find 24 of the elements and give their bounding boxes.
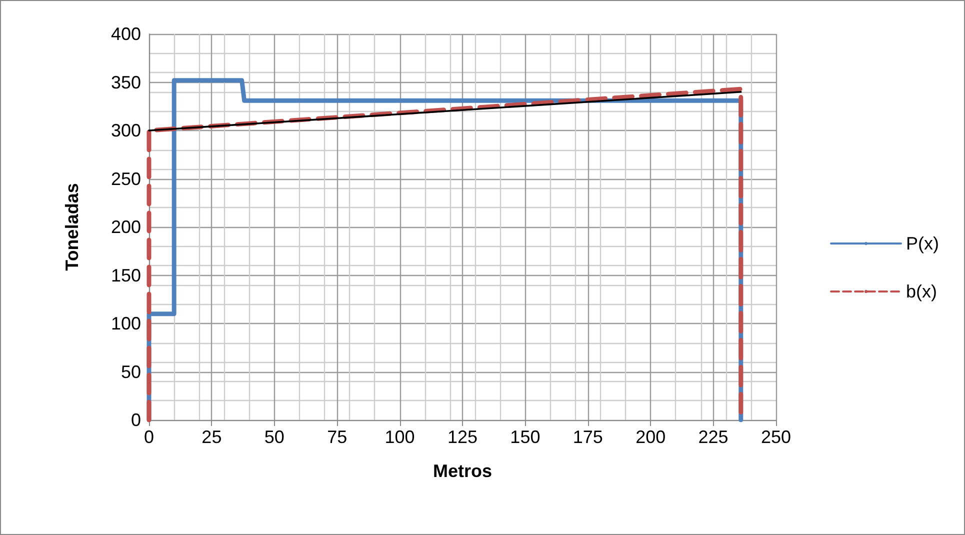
y-tick-label: 100	[110, 314, 141, 334]
x-tick-label: 200	[636, 427, 666, 447]
x-tick-label: 125	[447, 427, 478, 447]
y-tick-label: 350	[110, 72, 141, 92]
x-tick-label: 250	[760, 427, 792, 447]
y-axis-title: Toneladas	[62, 183, 82, 271]
y-tick-label: 200	[110, 217, 141, 237]
y-tick-label: 0	[130, 410, 141, 430]
y-tick-label: 250	[110, 168, 141, 189]
legend-label: P(x)	[906, 234, 940, 254]
y-tick-label: 150	[110, 265, 141, 286]
x-tick-label: 25	[202, 427, 222, 447]
x-tick-label: 50	[264, 427, 284, 447]
x-axis-title: Metros	[432, 461, 492, 481]
x-tick-label: 175	[572, 427, 603, 447]
x-tick-label: 225	[698, 427, 728, 447]
y-tick-label: 50	[120, 362, 141, 382]
legend-label: b(x)	[906, 282, 938, 302]
x-tick-label: 0	[144, 427, 154, 447]
x-tick-label: 75	[327, 427, 348, 447]
x-tick-label: 150	[510, 427, 540, 447]
y-tick-label: 400	[110, 24, 141, 44]
x-tick-label: 100	[384, 427, 415, 447]
y-tick-label: 300	[110, 120, 141, 140]
